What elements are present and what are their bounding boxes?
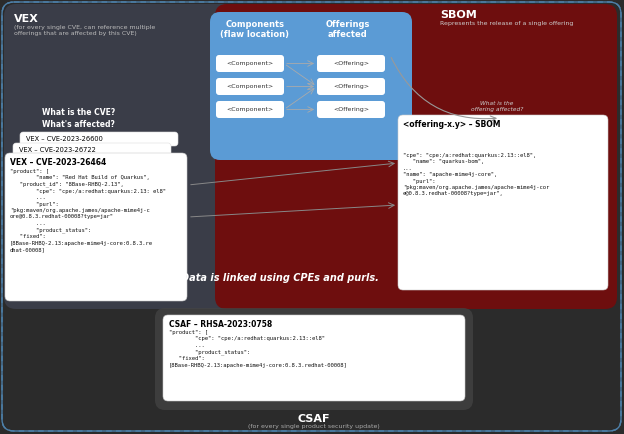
- FancyBboxPatch shape: [215, 4, 617, 309]
- FancyBboxPatch shape: [317, 101, 385, 118]
- Text: "product": [
        "name": "Red Hat Build of Quarkus",
   "product_id": "8Base: "product": [ "name": "Red Hat Build of Q…: [10, 169, 166, 252]
- Text: <Component>: <Component>: [227, 84, 273, 89]
- Text: Components
(flaw location): Components (flaw location): [220, 20, 290, 39]
- FancyBboxPatch shape: [4, 4, 394, 309]
- FancyBboxPatch shape: [5, 153, 187, 301]
- FancyBboxPatch shape: [155, 308, 473, 410]
- FancyBboxPatch shape: [317, 55, 385, 72]
- FancyBboxPatch shape: [163, 315, 465, 401]
- Text: VEX – CVE-2023-26600: VEX – CVE-2023-26600: [26, 136, 103, 142]
- FancyBboxPatch shape: [216, 78, 284, 95]
- Text: Data is linked using CPEs and purls.: Data is linked using CPEs and purls.: [181, 273, 379, 283]
- Text: "product": [
        "cpe": "cpe:/a:redhat:quarkus:2.13::el8"
        ...
      : "product": [ "cpe": "cpe:/a:redhat:quark…: [169, 330, 348, 368]
- Text: <Component>: <Component>: [227, 61, 273, 66]
- FancyBboxPatch shape: [216, 101, 284, 118]
- Text: VEX: VEX: [14, 14, 39, 24]
- Text: SBOM: SBOM: [440, 10, 477, 20]
- Text: <Component>: <Component>: [227, 107, 273, 112]
- FancyBboxPatch shape: [216, 55, 284, 72]
- Text: <Offering>: <Offering>: [333, 107, 369, 112]
- Text: <Offering>: <Offering>: [333, 84, 369, 89]
- Text: <Offering>: <Offering>: [333, 61, 369, 66]
- Text: VEX – CVE-2023-26722: VEX – CVE-2023-26722: [19, 147, 96, 153]
- Text: CSAF – RHSA-2023:0758: CSAF – RHSA-2023:0758: [169, 320, 272, 329]
- FancyBboxPatch shape: [20, 132, 178, 146]
- FancyBboxPatch shape: [13, 143, 171, 157]
- FancyBboxPatch shape: [317, 78, 385, 95]
- Text: (for every single product security update): (for every single product security updat…: [248, 424, 380, 429]
- Text: Represents the release of a single offering: Represents the release of a single offer…: [440, 21, 573, 26]
- FancyBboxPatch shape: [398, 115, 608, 290]
- Text: Offerings
affected: Offerings affected: [326, 20, 370, 39]
- Text: "cpe": "cpe:/a:redhat:quarkus:2.13::el8",
   "name": "quarkus-bom",
...
"name": : "cpe": "cpe:/a:redhat:quarkus:2.13::el8"…: [403, 153, 549, 197]
- Text: What is the
offering affected?: What is the offering affected?: [471, 101, 523, 112]
- Text: (for every single CVE, can reference multiple
offerings that are affected by thi: (for every single CVE, can reference mul…: [14, 25, 155, 36]
- Text: VEX – CVE-2023-26464: VEX – CVE-2023-26464: [10, 158, 106, 167]
- Text: <offering-x.y> – SBOM: <offering-x.y> – SBOM: [403, 120, 500, 129]
- Text: CSAF: CSAF: [298, 414, 330, 424]
- FancyBboxPatch shape: [210, 12, 412, 160]
- Text: What is the CVE?
What's affected?: What is the CVE? What's affected?: [42, 108, 115, 129]
